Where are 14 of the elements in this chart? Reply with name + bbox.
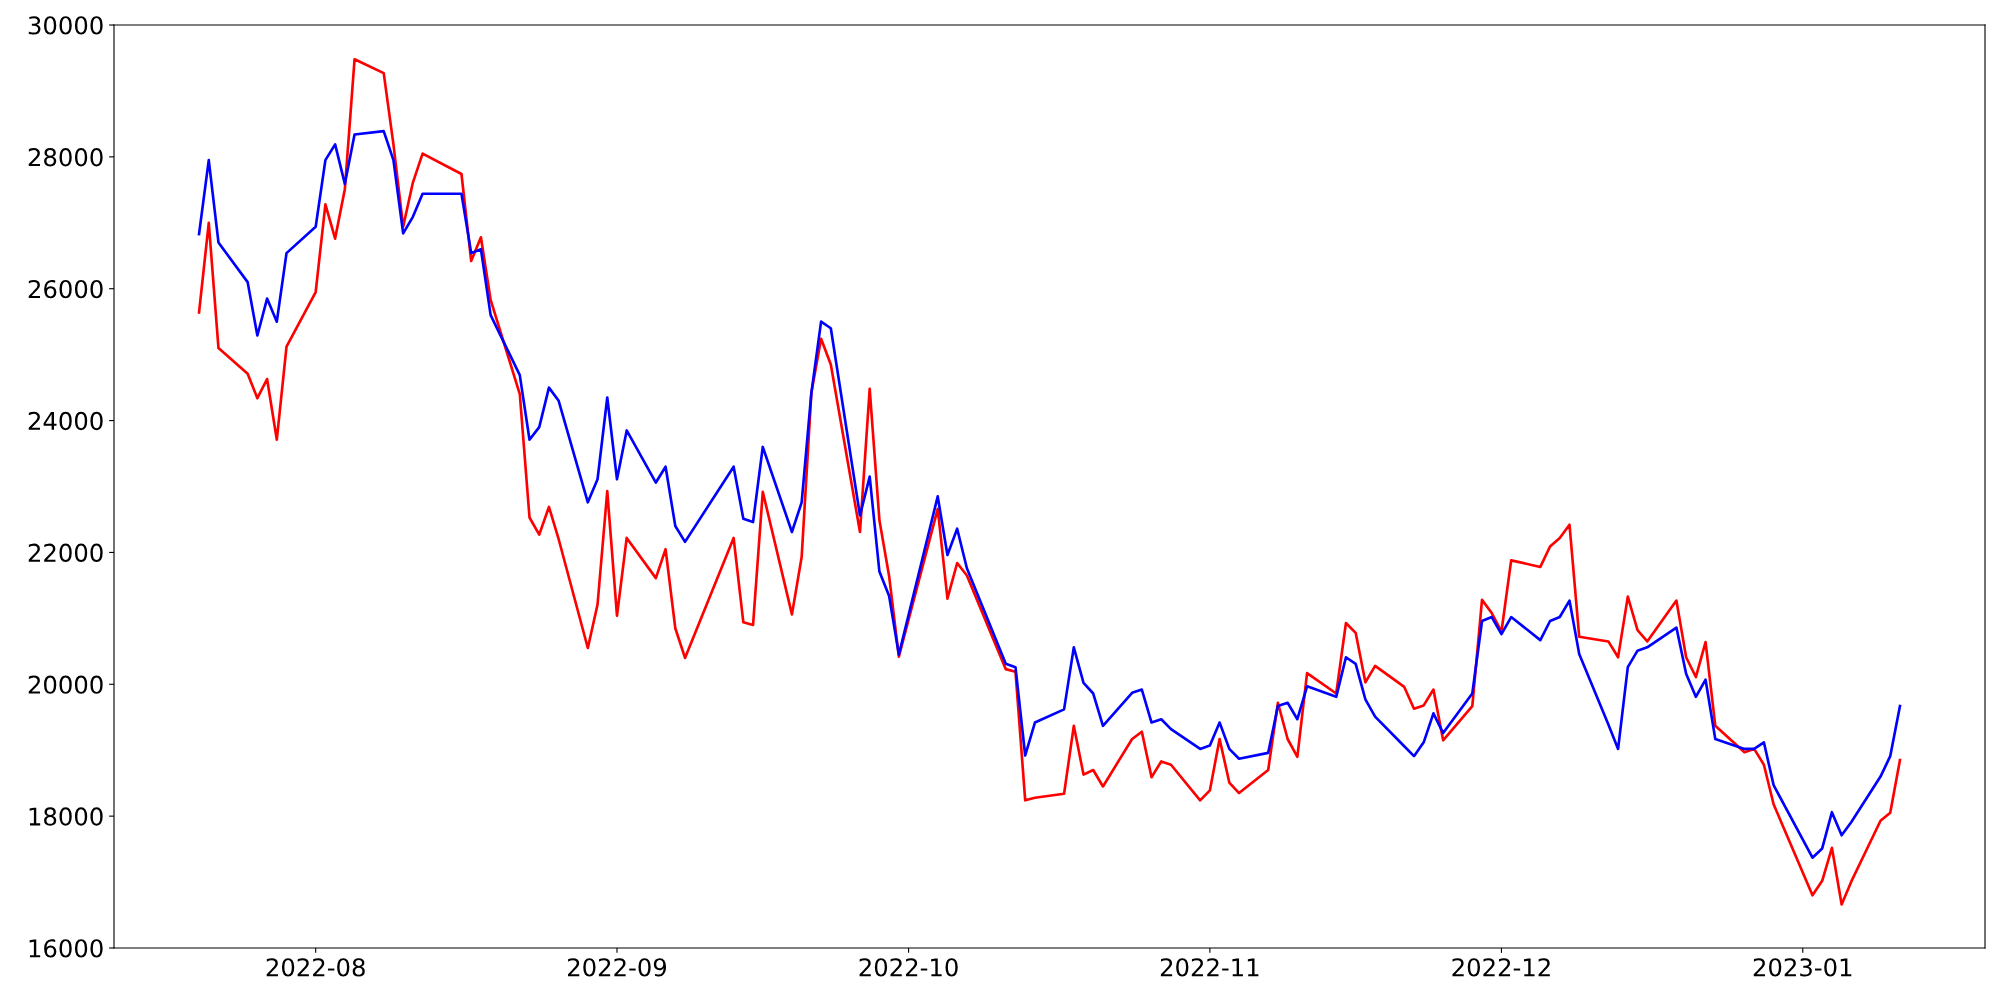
y-tick-label: 22000 (28, 543, 103, 563)
y-tick-label: 24000 (28, 411, 103, 431)
x-tick-label: 2023-01 (1753, 958, 1852, 977)
y-tick-label: 20000 (28, 675, 103, 694)
x-tick-label: 2022-08 (266, 958, 365, 977)
x-tick-label: 2022-09 (567, 958, 667, 977)
y-tick-label: 30000 (28, 16, 103, 35)
x-tick-label: 2022-12 (1452, 958, 1550, 977)
y-tick-label: 16000 (29, 939, 103, 958)
x-tick-label: 2022-10 (859, 958, 958, 977)
y-tick-label: 28000 (28, 148, 103, 167)
y-tick-label: 26000 (28, 279, 103, 299)
x-tick-label: 2022-11 (1160, 958, 1259, 977)
y-tick-label: 18000 (29, 807, 103, 826)
